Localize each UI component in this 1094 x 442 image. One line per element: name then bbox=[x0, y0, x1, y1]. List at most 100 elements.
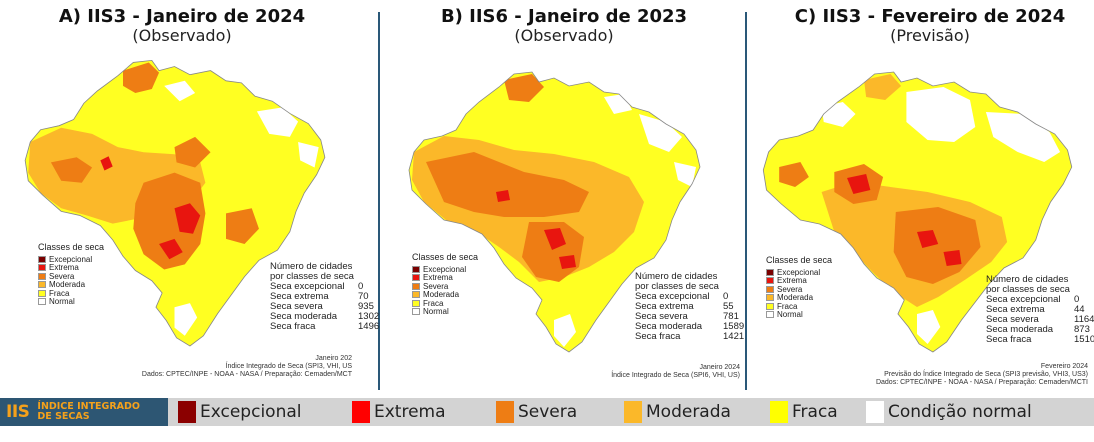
legend-label: Fraca bbox=[49, 288, 70, 298]
footer-label: Extrema bbox=[374, 402, 446, 422]
counts-header: Número de cidades bbox=[270, 261, 353, 272]
legend-label: Excepcional bbox=[423, 264, 467, 274]
count-row: Seca moderada 1589 bbox=[635, 322, 744, 332]
map-legend-item: Normal bbox=[38, 297, 104, 307]
footer-swatch bbox=[866, 401, 884, 423]
footer-label: Condição normal bbox=[888, 402, 1032, 422]
map-drought-region bbox=[917, 230, 939, 248]
footer-label: Severa bbox=[518, 402, 578, 422]
map-drought-region bbox=[174, 203, 201, 234]
legend-label: Moderada bbox=[423, 290, 460, 300]
credit-line: Índice Integrado de Seca (SPI3, VHI, US bbox=[225, 363, 352, 370]
map-legend-item: Normal bbox=[412, 307, 478, 317]
count-label: Seca excepcional bbox=[270, 281, 345, 292]
credit-line: Dados: CPTEC/INPE - NOAA - NASA / Prepar… bbox=[875, 379, 1088, 386]
count-row: Seca excepcional 0 bbox=[270, 282, 379, 292]
legend-swatch bbox=[766, 268, 774, 276]
legend-swatch bbox=[412, 274, 420, 282]
legend-label: Severa bbox=[423, 281, 449, 291]
legend-swatch bbox=[412, 265, 420, 273]
count-label: Seca moderada bbox=[635, 321, 703, 332]
count-value: 0 bbox=[358, 281, 364, 292]
logo-text-line-2: DE SECAS bbox=[37, 411, 90, 422]
panel-title: B) IIS6 - Janeiro de 2023 bbox=[440, 6, 688, 27]
count-label: Seca moderada bbox=[986, 324, 1054, 335]
count-label: Seca fraca bbox=[635, 331, 681, 342]
map-legend-item: Excepcional bbox=[38, 255, 104, 264]
map-outline bbox=[408, 71, 701, 353]
logo-mark: IIS bbox=[6, 402, 30, 422]
legend-swatch bbox=[766, 294, 774, 302]
map-drought-region bbox=[674, 162, 696, 187]
count-row: Seca fraca 1421 bbox=[635, 332, 744, 342]
legend-label: Severa bbox=[777, 284, 803, 294]
count-row: Seca extrema 44 bbox=[986, 305, 1094, 315]
count-row: Seca excepcional 0 bbox=[986, 295, 1094, 305]
map-drought-region bbox=[554, 314, 576, 347]
legend-swatch bbox=[412, 291, 420, 299]
count-value: 70 bbox=[358, 291, 369, 302]
map-credits: Janeiro 2024 Índice Integrado de Seca (SP… bbox=[392, 364, 740, 380]
legend-label: Fraca bbox=[777, 301, 798, 311]
count-label: Seca severa bbox=[635, 311, 688, 322]
brazil-drought-map bbox=[24, 59, 326, 347]
map-legend-item: Moderada bbox=[766, 293, 832, 302]
legend-swatch bbox=[766, 311, 774, 319]
footer-swatch bbox=[770, 401, 788, 423]
footer-legend-bar: IIS ÍNDICE INTEGRADO DE SECAS Excepciona… bbox=[0, 398, 1094, 426]
credit-line: Dados: CPTEC/INPE - NOAA - NASA / Prepar… bbox=[141, 371, 352, 378]
footer-label: Moderada bbox=[646, 402, 731, 422]
map-drought-region bbox=[943, 250, 962, 266]
map-drought-region bbox=[123, 62, 160, 94]
map-legend-item: Normal bbox=[766, 310, 832, 319]
legend-label: Extrema bbox=[423, 273, 453, 283]
map-drought-region bbox=[544, 228, 566, 250]
map-legend-item: Fraca bbox=[38, 289, 104, 298]
footer-legend-item: Fraca bbox=[770, 398, 838, 426]
footer-legend-item: Extrema bbox=[352, 398, 446, 426]
count-value: 1496 bbox=[358, 321, 380, 332]
footer-swatch bbox=[352, 401, 370, 423]
count-row: Seca fraca 1496 bbox=[270, 322, 379, 332]
legend-swatch bbox=[38, 264, 46, 272]
legend-swatch bbox=[38, 281, 46, 289]
map-drought-region bbox=[226, 208, 259, 244]
footer-swatch bbox=[178, 401, 196, 423]
map-drought-region bbox=[164, 80, 196, 102]
count-row: Seca excepcional 0 bbox=[635, 292, 744, 302]
map-legend-item: Extrema bbox=[412, 273, 478, 283]
panel-divider bbox=[378, 12, 380, 390]
map-drought-region bbox=[100, 156, 113, 171]
credit-line: Previsão do Índice Integrado de Seca (SP… bbox=[884, 371, 1088, 378]
counts-header: por classes de seca bbox=[270, 271, 354, 282]
legend-label: Fraca bbox=[423, 298, 444, 308]
counts-header: por classes de seca bbox=[635, 281, 719, 292]
legend-label: Excepcional bbox=[777, 267, 821, 277]
legend-swatch bbox=[766, 277, 774, 285]
map-drought-region bbox=[906, 87, 976, 142]
counts-header: por classes de seca bbox=[986, 284, 1070, 295]
count-row: Seca severa 781 bbox=[635, 312, 744, 322]
footer-swatch bbox=[624, 401, 642, 423]
map-legend-item: Fraca bbox=[766, 302, 832, 311]
legend-label: Extrema bbox=[777, 276, 807, 286]
counts-header: Número de cidades bbox=[635, 271, 718, 282]
panel-divider bbox=[745, 12, 747, 390]
map-drought-region bbox=[985, 112, 1061, 162]
map-legend-item: Severa bbox=[412, 282, 478, 291]
map-drought-region bbox=[779, 162, 809, 187]
legend-swatch bbox=[412, 299, 420, 307]
footer-legend-item: Severa bbox=[496, 398, 577, 426]
count-row: Seca fraca 1510 bbox=[986, 335, 1094, 345]
map-drought-region bbox=[174, 136, 211, 168]
map-drought-region bbox=[504, 74, 544, 102]
count-label: Seca excepcional bbox=[986, 294, 1061, 305]
map-legend: Classes de seca Excepcional Extrema Severa M… bbox=[766, 255, 832, 319]
count-label: Seca extrema bbox=[270, 291, 329, 302]
logo-text-line-1: ÍNDICE INTEGRADO bbox=[37, 401, 140, 412]
credit-line: Janeiro 202 bbox=[315, 355, 352, 362]
legend-label: Normal bbox=[49, 297, 75, 307]
map-panel-a: A) IIS3 - Janeiro de 2024 (Observado) Clas… bbox=[0, 0, 379, 392]
map-legend-item: Fraca bbox=[412, 299, 478, 308]
legend-label: Normal bbox=[423, 307, 449, 317]
